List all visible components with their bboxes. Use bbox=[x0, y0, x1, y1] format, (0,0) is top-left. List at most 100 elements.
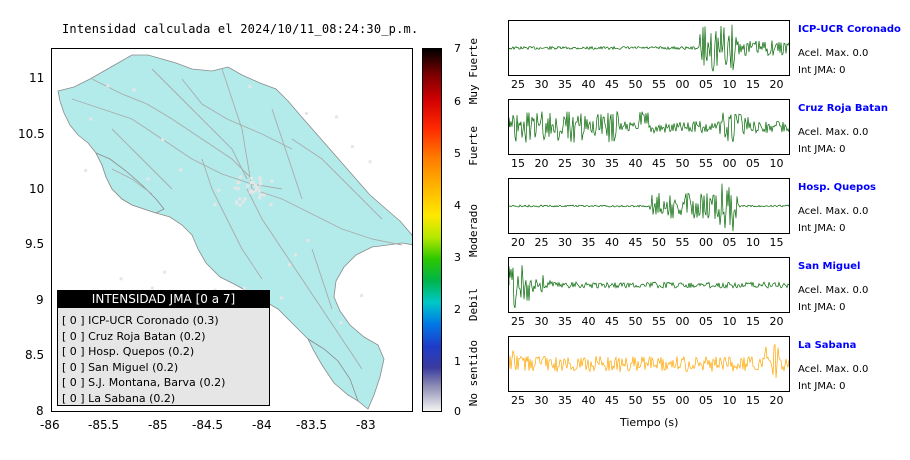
time-tick: 55 bbox=[675, 236, 690, 249]
y-tick: 10 bbox=[29, 182, 45, 196]
time-tick: 30 bbox=[558, 236, 572, 249]
time-tick: 35 bbox=[558, 78, 572, 91]
legend-item: [ 0 ] San Miguel (0.2) bbox=[62, 360, 179, 374]
intensity-legend: INTENSIDAD JMA [0 a 7] [ 0 ] ICP-UCR Cor… bbox=[57, 290, 270, 406]
seismogram-panel[interactable] bbox=[508, 257, 790, 313]
town-marker bbox=[256, 186, 260, 190]
town-marker bbox=[237, 180, 241, 184]
time-tick: 50 bbox=[628, 394, 643, 407]
station-name: ICP-UCR Coronado bbox=[798, 24, 901, 35]
y-tick: 11 bbox=[29, 71, 45, 85]
town-marker bbox=[235, 201, 239, 205]
legend-list: [ 0 ] ICP-UCR Coronado (0.3) [ 0 ] Cruz … bbox=[62, 313, 225, 406]
time-tick: 30 bbox=[534, 78, 549, 91]
time-tick: 35 bbox=[558, 315, 572, 328]
time-tick: 30 bbox=[581, 157, 596, 170]
colorbar-tick: 2 bbox=[454, 303, 461, 316]
station-name: San Miguel bbox=[798, 261, 861, 272]
time-tick: 05 bbox=[699, 394, 713, 407]
town-marker bbox=[119, 277, 123, 281]
town-marker bbox=[287, 263, 291, 267]
town-marker bbox=[146, 177, 150, 181]
town-marker bbox=[248, 190, 252, 194]
time-tick: 25 bbox=[511, 78, 525, 91]
town-marker bbox=[368, 160, 372, 164]
station-name: La Sabana bbox=[798, 340, 857, 351]
town-marker bbox=[248, 85, 252, 88]
y-tick: 9.5 bbox=[25, 237, 45, 251]
town-marker bbox=[163, 270, 167, 274]
station-name: Cruz Roja Batan bbox=[798, 103, 888, 114]
time-tick: 35 bbox=[605, 157, 619, 170]
legend-item: [ 0 ] La Sabana (0.2) bbox=[62, 391, 176, 405]
time-tick: 10 bbox=[722, 394, 737, 407]
seismogram-panel[interactable] bbox=[508, 20, 790, 76]
time-tick: 50 bbox=[628, 78, 643, 91]
time-tick: 20 bbox=[769, 394, 784, 407]
time-tick: 35 bbox=[558, 394, 572, 407]
town-marker bbox=[233, 186, 237, 190]
town-marker bbox=[360, 294, 364, 298]
station-jma: Int JMA: 0 bbox=[798, 144, 846, 155]
town-marker bbox=[269, 203, 273, 207]
time-tick: 30 bbox=[534, 315, 549, 328]
time-tick: 45 bbox=[652, 157, 666, 170]
x-tick: -85.5 bbox=[88, 418, 120, 432]
x-tick: -84 bbox=[252, 418, 272, 432]
time-tick: 15 bbox=[746, 315, 760, 328]
station-accel: Acel. Max. 0.0 bbox=[798, 48, 869, 59]
time-tick: 15 bbox=[511, 157, 525, 170]
time-tick: 45 bbox=[605, 78, 619, 91]
seismogram-panel[interactable] bbox=[508, 336, 790, 392]
waveform-trace bbox=[508, 183, 790, 232]
waveform bbox=[508, 183, 790, 232]
town-marker bbox=[239, 175, 242, 179]
road-network bbox=[71, 68, 403, 370]
legend-item: [ 0 ] Hosp. Quepos (0.2) bbox=[62, 345, 195, 358]
colorbar-tick: 6 bbox=[454, 95, 461, 108]
colorbar-label-muy-fuerte: Muy Fuerte bbox=[467, 38, 480, 105]
time-tick: 40 bbox=[628, 157, 643, 170]
waveform-trace bbox=[508, 111, 790, 143]
waveform-trace bbox=[508, 24, 790, 72]
seismogram-panel[interactable] bbox=[508, 178, 790, 234]
time-tick: 55 bbox=[652, 315, 666, 328]
time-tick: 25 bbox=[558, 157, 572, 170]
town-marker bbox=[339, 321, 343, 325]
seismogram-panel[interactable] bbox=[508, 99, 790, 155]
station-name: Hosp. Quepos bbox=[798, 182, 877, 193]
town-marker bbox=[257, 189, 261, 193]
colorbar-label-debil: Debil bbox=[467, 288, 480, 322]
time-tick: 05 bbox=[722, 236, 737, 249]
waveform bbox=[508, 24, 790, 72]
town-marker bbox=[161, 138, 165, 142]
time-tick: 45 bbox=[605, 315, 619, 328]
time-tick: 45 bbox=[628, 236, 643, 249]
waveform-trace bbox=[508, 265, 790, 309]
colorbar-tick: 4 bbox=[454, 199, 461, 212]
colorbar-tick: 0 bbox=[454, 405, 461, 418]
waveform bbox=[508, 111, 790, 143]
time-tick: 50 bbox=[628, 315, 643, 328]
town-marker bbox=[179, 168, 183, 172]
time-tick: 10 bbox=[722, 78, 737, 91]
legend-title: INTENSIDAD JMA [0 a 7] bbox=[57, 290, 270, 308]
colorbar-label-no-sentido: No sentido bbox=[467, 340, 480, 407]
town-marker bbox=[258, 182, 262, 186]
time-tick: 15 bbox=[746, 394, 760, 407]
map-title: Intensidad calculada el 2024/10/11_08:24… bbox=[62, 22, 419, 36]
time-tick: 00 bbox=[675, 78, 690, 91]
town-marker bbox=[259, 193, 263, 197]
station-accel: Acel. Max. 0.0 bbox=[798, 206, 869, 217]
town-marker bbox=[335, 115, 338, 119]
time-tick: 05 bbox=[746, 157, 760, 170]
x-tick: -84.5 bbox=[192, 418, 224, 432]
town-marker bbox=[213, 202, 217, 206]
colorbar-tick: 1 bbox=[454, 355, 461, 368]
town-marker bbox=[304, 112, 308, 115]
waveform-trace bbox=[508, 344, 790, 379]
town-marker bbox=[253, 183, 257, 187]
x-tick: -86 bbox=[40, 418, 60, 432]
town-marker bbox=[243, 286, 247, 290]
x-tick: -83 bbox=[356, 418, 376, 432]
